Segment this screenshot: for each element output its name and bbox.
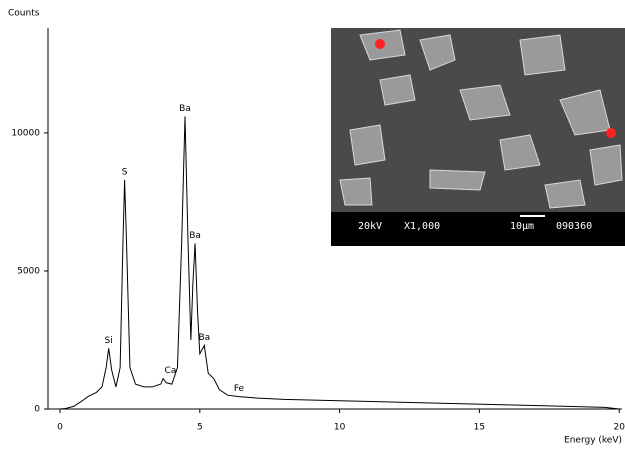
peak-label: Ba [189,231,201,241]
x-tick-label: 5 [197,423,203,433]
x-tick-label: 0 [57,423,63,433]
peak-label: Ca [165,366,177,376]
peak-label: Ba [179,104,191,114]
y-axis-label: Counts [8,9,40,19]
marker [375,39,385,49]
chart: Counts Energy (keV) 0 5000 10000 0 5 10 15 20 Si… [0,0,625,449]
y-tick-label: 10000 [11,128,40,138]
inset-label: 090360 [556,221,592,232]
x-tick-label: 20 [613,423,625,433]
inset-label: 10µm [510,221,534,232]
peak-label: Fe [234,384,245,394]
x-tick-label: 10 [334,423,346,433]
peak-label: Si [105,336,113,346]
inset-label: X1,000 [404,221,440,232]
sem-inset: 20kV X1,000 10µm 090360 [331,28,625,246]
marker [606,128,616,138]
peak-label: S [122,167,128,177]
inset-label: 20kV [358,221,382,232]
x-axis-label: Energy (keV) [564,436,622,446]
x-tick-label: 15 [474,423,485,433]
peak-label: Ba [198,333,210,343]
y-tick-label: 0 [34,405,40,415]
y-tick-label: 5000 [17,266,40,276]
